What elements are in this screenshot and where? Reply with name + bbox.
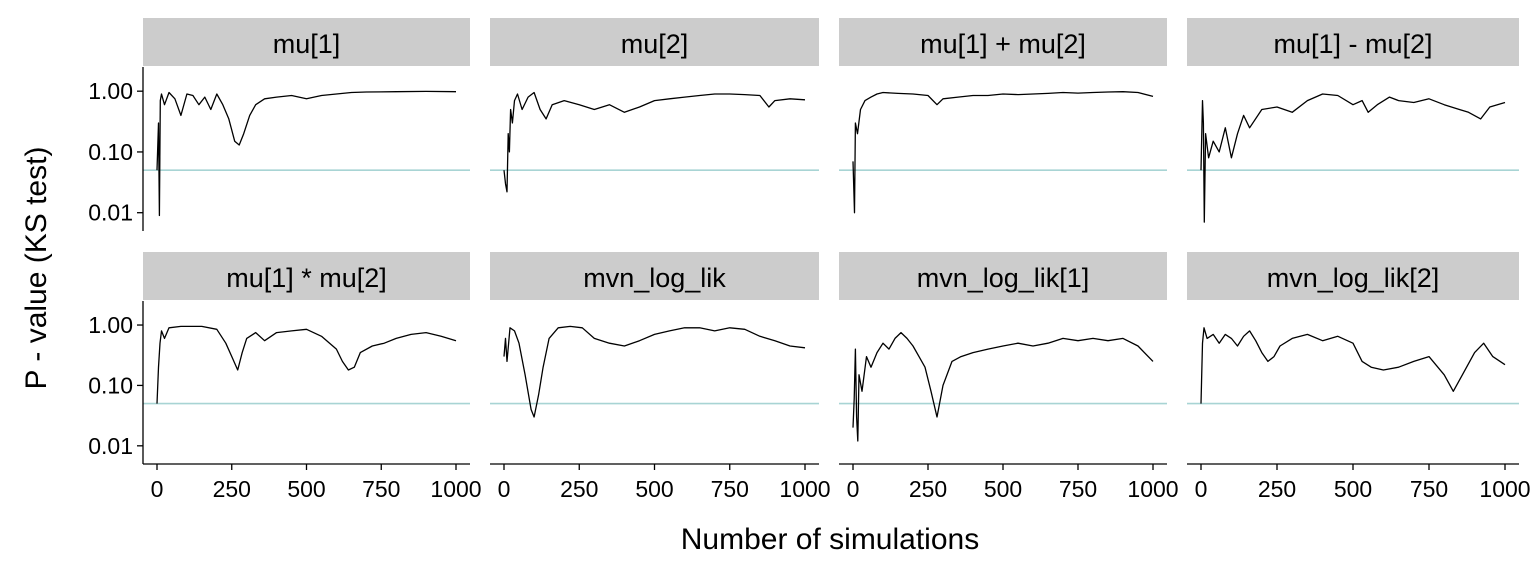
facet-strip xyxy=(490,18,819,66)
facet-panel: mu[2] xyxy=(490,18,819,193)
facet-strip xyxy=(490,252,819,300)
facet-panel: mu[1] + mu[2] xyxy=(839,18,1167,214)
facet-strip-label: mu[1] - mu[2] xyxy=(1273,29,1432,59)
x-tick-label: 250 xyxy=(909,476,947,502)
facet-strip-label: mvn_log_lik[2] xyxy=(1267,263,1440,293)
facet-strip-label: mu[1] xyxy=(273,29,341,59)
series-line xyxy=(503,91,806,193)
facet-panel: mu[1] - mu[2] xyxy=(1187,18,1519,223)
facet-strip xyxy=(1187,252,1519,300)
x-tick-label: 0 xyxy=(498,476,511,502)
facet-strip-label: mu[2] xyxy=(621,29,689,59)
x-tick-label: 750 xyxy=(1059,476,1097,502)
x-tick-label: 0 xyxy=(847,476,860,502)
y-axis-title: P - value (KS test) xyxy=(20,147,53,390)
x-tick-label: 750 xyxy=(1410,476,1448,502)
facet-strip xyxy=(143,252,470,300)
facet-panel: mvn_log_lik[2] 0 250 500 750 1000 xyxy=(1187,252,1531,502)
y-tick-label: 1.00 xyxy=(88,312,133,338)
x-axis-title: Number of simulations xyxy=(681,523,979,556)
y-tick-label: 0.10 xyxy=(88,372,133,398)
series-line xyxy=(852,331,1154,442)
x-tick-label: 250 xyxy=(560,476,598,502)
series-line xyxy=(156,325,457,404)
facet-panel: mvn_log_lik[1] 0 250 500 750 1000 xyxy=(839,252,1179,502)
facet-strip-label: mvn_log_lik[1] xyxy=(917,263,1090,293)
series-line xyxy=(156,90,457,217)
x-tick-label: 1000 xyxy=(1127,476,1178,502)
series-line xyxy=(503,325,806,418)
x-tick-label: 250 xyxy=(1258,476,1296,502)
series-line xyxy=(1200,327,1506,404)
x-tick-label: 1000 xyxy=(779,476,830,502)
y-tick-label: 0.10 xyxy=(88,139,133,165)
facet-panel: mvn_log_lik 0 250 500 750 1000 xyxy=(490,252,831,502)
x-tick-label: 1000 xyxy=(430,476,481,502)
panels-layer: mu[1] 1.00 0.10 0.01 mu[2] mu[1] + mu[2] mu[1]… xyxy=(88,18,1531,502)
y-tick-label: 0.01 xyxy=(88,433,133,459)
x-tick-label: 500 xyxy=(635,476,673,502)
x-tick-label: 750 xyxy=(362,476,400,502)
facet-strip xyxy=(839,252,1167,300)
x-tick-label: 250 xyxy=(213,476,251,502)
x-tick-label: 500 xyxy=(1334,476,1372,502)
facet-strip-label: mvn_log_lik xyxy=(583,263,726,293)
facet-strip-label: mu[1] * mu[2] xyxy=(226,263,387,293)
x-tick-label: 1000 xyxy=(1479,476,1530,502)
x-tick-label: 500 xyxy=(984,476,1022,502)
y-tick-label: 1.00 xyxy=(88,78,133,104)
series-line xyxy=(1200,93,1506,223)
x-tick-label: 0 xyxy=(151,476,164,502)
facet-strip-label: mu[1] + mu[2] xyxy=(920,29,1086,59)
facet-strip xyxy=(143,18,470,66)
facet-panel: mu[1] * mu[2] 1.00 0.10 0.01 0 250 500 750 1000 xyxy=(88,252,482,502)
y-tick-label: 0.01 xyxy=(88,200,133,226)
facet-strip xyxy=(839,18,1167,66)
facet-strip xyxy=(1187,18,1519,66)
x-tick-label: 500 xyxy=(287,476,325,502)
series-line xyxy=(852,91,1154,214)
x-tick-label: 750 xyxy=(711,476,749,502)
x-tick-label: 0 xyxy=(1195,476,1208,502)
facet-panel: mu[1] 1.00 0.10 0.01 xyxy=(88,18,470,231)
